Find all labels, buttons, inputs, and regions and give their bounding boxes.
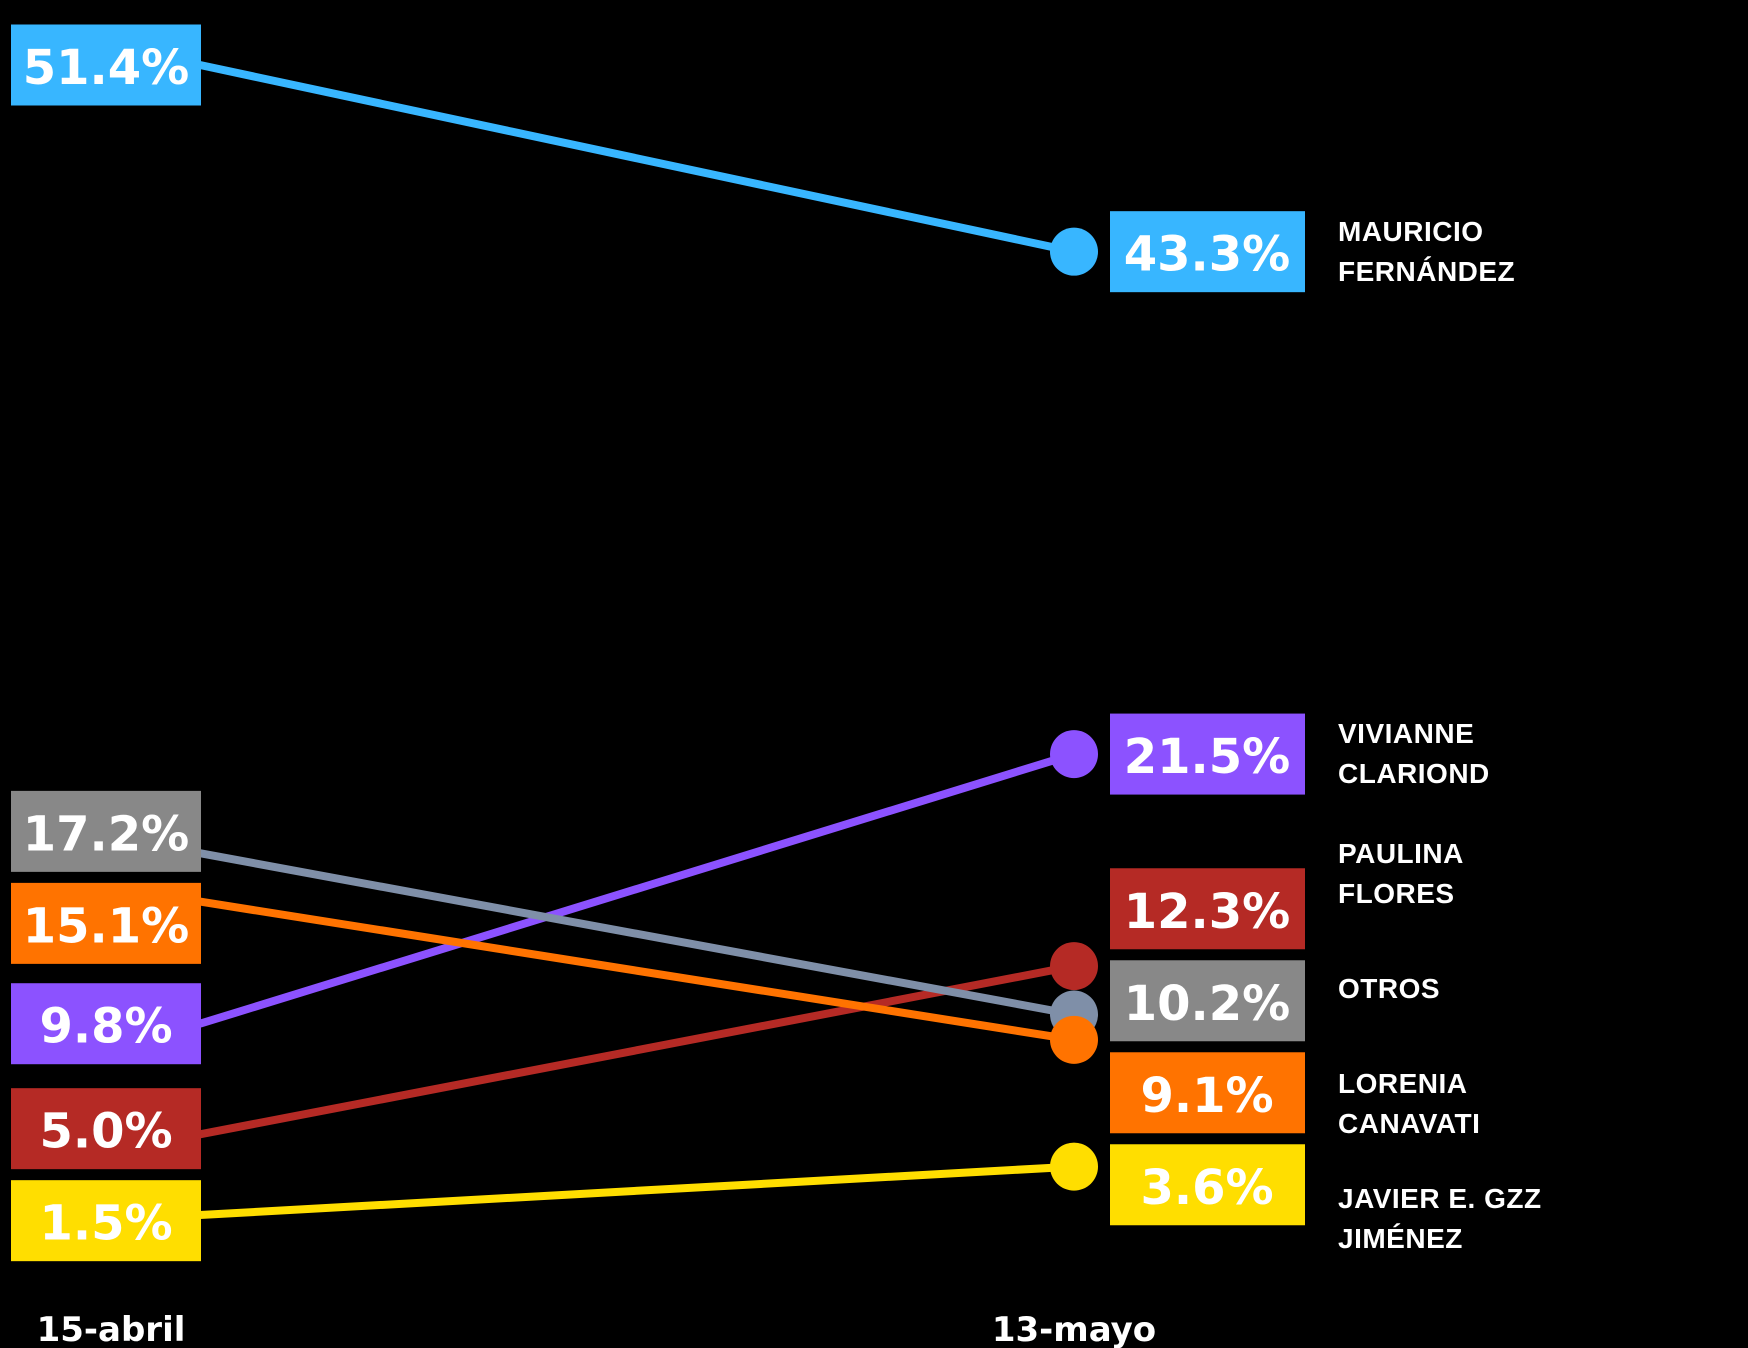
end-dot [1050,228,1098,276]
value-label: 43.3% [1124,227,1291,283]
series-name: VIVIANNE CLARIOND [1338,714,1490,794]
value-label: 1.5% [39,1196,172,1252]
end-label: 12.3% [1110,868,1305,949]
value-label: 21.5% [1124,729,1291,785]
end-dot [1050,1016,1098,1064]
slope-line [200,754,1074,1024]
slope-line [200,853,1074,1014]
slope-line [200,65,1074,252]
series-name: MAURICIO FERNÁNDEZ [1338,212,1515,292]
slope-line [200,1167,1074,1215]
chart: 51.4% 43.3% 9.8% 21.5% 5.0% 12.3% 17.2% 10.2% 15… [0,0,1748,1348]
start-label: 15.1% [11,883,201,964]
x-category-label: 15-abril [37,1310,186,1348]
end-label: 3.6% [1110,1144,1305,1225]
end-dot [1050,730,1098,778]
series-name: LORENIA CANAVATI [1338,1064,1480,1144]
start-label: 51.4% [11,25,201,106]
end-label: 9.1% [1110,1052,1305,1133]
value-label: 51.4% [23,40,190,96]
start-label: 17.2% [11,791,201,872]
value-label: 9.8% [39,999,172,1055]
end-dot [1050,942,1098,990]
value-label: 10.2% [1124,976,1291,1032]
value-label: 12.3% [1124,884,1291,940]
start-label: 9.8% [11,983,201,1064]
end-dot [1050,1143,1098,1191]
value-label: 15.1% [23,898,190,954]
series-name: PAULINA FLORES [1338,834,1464,914]
end-label: 21.5% [1110,714,1305,795]
slope-line [200,902,1074,1040]
start-label: 5.0% [11,1088,201,1169]
start-label: 1.5% [11,1180,201,1261]
series-name: OTROS [1338,969,1440,1009]
end-label: 10.2% [1110,960,1305,1041]
value-label: 5.0% [39,1104,172,1160]
value-label: 3.6% [1140,1160,1273,1216]
end-label: 43.3% [1110,211,1305,292]
chart-svg: 51.4% 43.3% 9.8% 21.5% 5.0% 12.3% 17.2% 10.2% 15… [0,0,1748,1348]
value-label: 17.2% [23,806,190,862]
value-label: 9.1% [1140,1068,1273,1124]
series-name: JAVIER E. GZZ JIMÉNEZ [1338,1179,1542,1259]
x-category-label: 13-mayo [992,1310,1156,1348]
